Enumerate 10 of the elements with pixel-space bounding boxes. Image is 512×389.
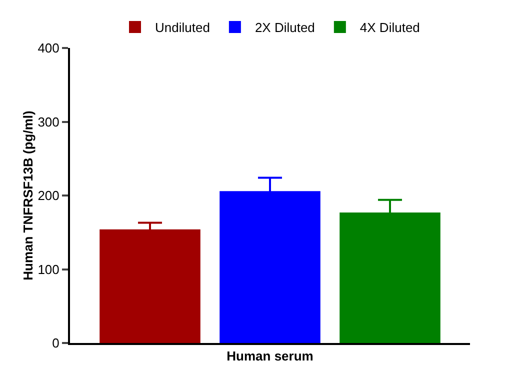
y-axis-title: Human TNFRSF13B (pg/ml) (20, 110, 36, 280)
legend-label: Undiluted (155, 20, 210, 36)
legend-label: 2X Diluted (254, 20, 315, 36)
y-tick-label: 100 (38, 262, 60, 277)
x-tick-label: Human serum (226, 348, 314, 364)
y-tick-label: 300 (38, 114, 60, 130)
y-tick-label: 400 (38, 40, 60, 56)
y-tick-label: 200 (38, 188, 60, 204)
y-tick-label: 0 (52, 336, 60, 351)
legend-label: 4X Diluted (360, 20, 420, 36)
